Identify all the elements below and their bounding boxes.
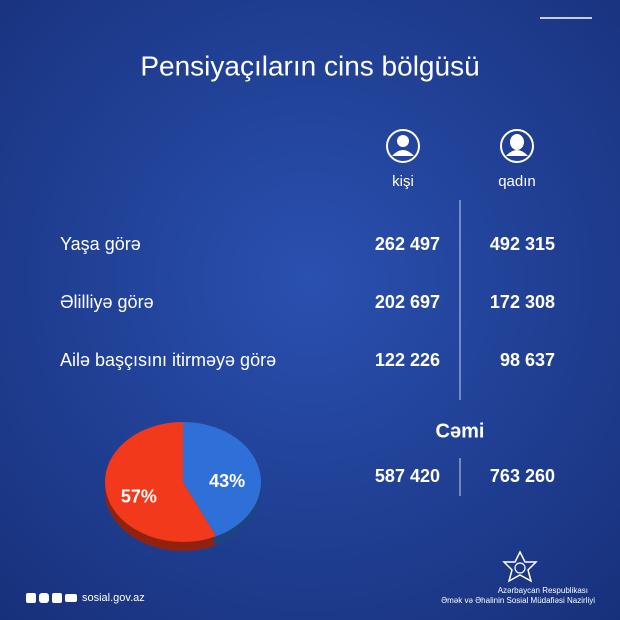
row-value: 172 308 (490, 292, 555, 312)
pie-label: 43% (209, 471, 245, 491)
org-line: Azərbaycan Respublikası (498, 586, 588, 595)
female-icon (500, 129, 534, 163)
row-value: 202 697 (375, 292, 440, 312)
total-value: 763 260 (490, 466, 555, 486)
pie-slice (104, 422, 217, 543)
total-label: Cəmi (436, 420, 485, 442)
row-value: 262 497 (375, 234, 440, 254)
title: Pensiyaçıların cins bölgüsü (140, 50, 479, 81)
column-header: kişi (392, 173, 414, 190)
row-value: 492 315 (490, 234, 555, 254)
pie-label: 57% (121, 486, 157, 506)
row-value: 98 637 (500, 350, 555, 370)
website: sosial.gov.az (82, 592, 145, 604)
org-line: Əmək və Əhalinin Sosial Müdafiəsi Nazirl… (441, 596, 595, 605)
row-label: Yaşa görə (60, 234, 141, 254)
total-value: 587 420 (375, 466, 440, 486)
logo (502, 550, 538, 583)
pie-slice (183, 422, 262, 537)
column-header: qadın (498, 173, 536, 190)
row-label: Əlilliyə görə (60, 292, 154, 312)
pie: 43% 57% (104, 422, 262, 551)
row-label: Ailə başçısını itirməyə görə (60, 350, 276, 370)
social-icons (26, 593, 77, 603)
row-value: 122 226 (375, 350, 440, 370)
male-icon (386, 129, 420, 163)
